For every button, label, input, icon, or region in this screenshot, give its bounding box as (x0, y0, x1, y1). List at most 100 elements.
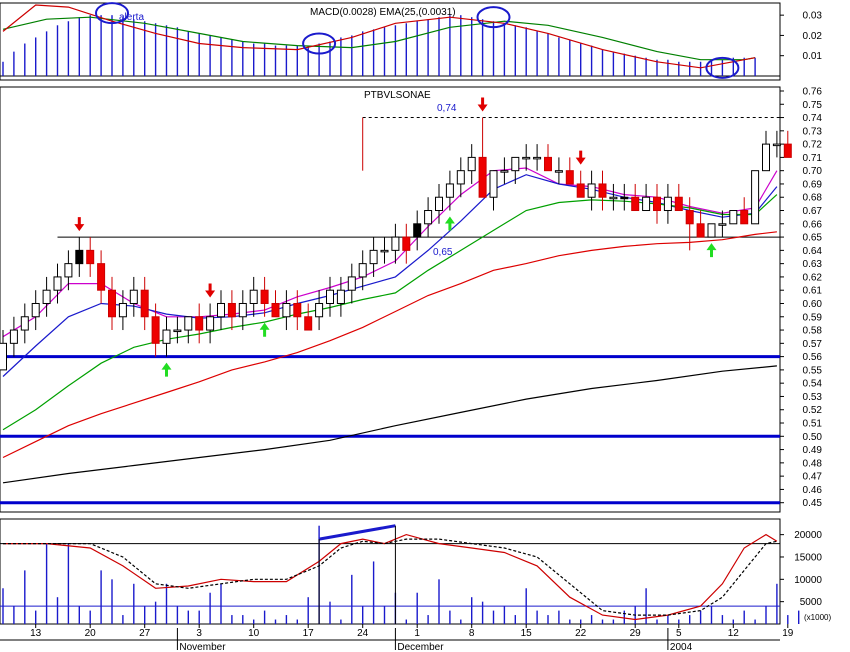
price-tick-label: 0.74 (803, 113, 823, 124)
candle-body (772, 143, 781, 147)
candle-body (762, 143, 770, 172)
alert-circle (705, 56, 740, 79)
candle-body (108, 289, 116, 318)
date-tick-label: 22 (575, 628, 587, 639)
buy-signal-arrow (444, 216, 455, 231)
buy-signal-arrow (706, 243, 717, 258)
candle-body (533, 156, 542, 160)
date-tick-label: 8 (469, 628, 475, 639)
candle-body (631, 196, 640, 212)
price-chart-title: PTBVLSONAE (364, 90, 431, 101)
volume-tick-label: 15000 (794, 552, 822, 563)
candle-body (64, 263, 73, 278)
candle-body (620, 196, 629, 200)
price-tick-label: 0.61 (803, 286, 823, 297)
price-tick-label: 0.46 (803, 485, 823, 496)
date-tick-label: 12 (728, 628, 740, 639)
candle-body (489, 170, 498, 198)
price-tick-label: 0.50 (803, 432, 823, 443)
volume-unit-label: (x1000) (804, 613, 831, 622)
sell-signal-arrow (477, 97, 488, 112)
date-tick-label: 24 (357, 628, 369, 639)
candle-body (118, 302, 127, 318)
candle-body (587, 183, 596, 198)
level-065-label: 0,65 (433, 247, 453, 258)
month-label: 2004 (670, 642, 693, 652)
price-tick-label: 0.59 (803, 312, 823, 323)
price-tick-label: 0.54 (803, 379, 823, 390)
candle-body (478, 156, 487, 198)
date-tick-label: 20 (85, 628, 97, 639)
candle-body (424, 210, 433, 225)
oscillator-line-red (3, 533, 778, 621)
candle-body (358, 263, 367, 278)
oscillator-line-dashed (3, 538, 778, 616)
candle-body (53, 276, 62, 291)
candle-body (260, 289, 269, 304)
macd-tick-label: 0.02 (803, 31, 823, 42)
sell-signal-arrow (74, 217, 85, 232)
candle-body (718, 223, 727, 226)
candle-body (347, 276, 356, 291)
level-074-label: 0,74 (437, 103, 457, 114)
candle-body (369, 249, 378, 265)
price-panel: 0.76 0.75 0.74 0.73 0.72 0.71 0.70 0.69 0.68 0.67… (0, 86, 823, 513)
candle-body (326, 289, 334, 304)
candle-body (609, 196, 618, 200)
candle-body (674, 196, 683, 212)
date-axis: 13 20 27 3 10 17 24 1 8 15 22 29 5 12 19 November Decemb… (0, 624, 794, 652)
month-label: November (179, 642, 226, 652)
candle-body (456, 170, 465, 185)
candle-body (445, 183, 454, 198)
date-tick-label: 15 (521, 628, 533, 639)
volume-frame (0, 518, 781, 625)
price-tick-label: 0.48 (803, 458, 823, 469)
sell-signal-arrow (575, 150, 586, 165)
price-tick-label: 0.76 (803, 86, 823, 97)
candle-body (500, 170, 509, 173)
price-tick-label: 0.68 (803, 193, 823, 204)
candle-body (184, 316, 193, 331)
price-tick-label: 0.47 (803, 472, 823, 483)
price-tick-label: 0.55 (803, 365, 823, 376)
candle-body (217, 302, 225, 318)
macd-tick-label: 0.01 (803, 51, 823, 62)
volume-tick-label: 10000 (794, 575, 822, 586)
price-tick-label: 0.62 (803, 272, 823, 283)
date-tick-label: 10 (248, 628, 260, 639)
price-tick-label: 0.53 (803, 392, 823, 403)
volume-tick-label: 5000 (800, 597, 823, 608)
month-label: December (397, 642, 444, 652)
candle-body (783, 143, 792, 158)
candle-body (707, 223, 716, 238)
candle-body (751, 170, 760, 225)
price-tick-label: 0.72 (803, 140, 823, 151)
price-tick-label: 0.58 (803, 326, 823, 337)
candle-body (544, 156, 552, 172)
price-tick-label: 0.75 (803, 100, 823, 111)
price-tick-label: 0.57 (803, 339, 823, 350)
candle-body (151, 316, 160, 344)
candle-body (740, 210, 749, 225)
candle-body (522, 156, 531, 160)
candle-body (9, 329, 18, 344)
macd-signal-line (2, 16, 756, 61)
price-tick-label: 0.45 (803, 498, 823, 509)
candle-body (642, 196, 651, 212)
buy-signal-arrow (161, 362, 172, 377)
candle-body (75, 249, 84, 265)
candle-body (86, 249, 95, 265)
candle-body (413, 223, 422, 238)
date-tick-label: 1 (414, 628, 420, 639)
price-tick-label: 0.70 (803, 166, 823, 177)
candle-body (315, 302, 324, 318)
macd-header-text: MACD(0.0028) EMA(25,(0.0031) (310, 7, 456, 18)
candle-body (565, 170, 574, 185)
candle-body (402, 236, 411, 251)
candle-body (729, 210, 738, 225)
candle-body (467, 156, 476, 172)
candle-body (227, 302, 236, 318)
candle-body (554, 170, 563, 173)
alert-circle (476, 6, 511, 29)
